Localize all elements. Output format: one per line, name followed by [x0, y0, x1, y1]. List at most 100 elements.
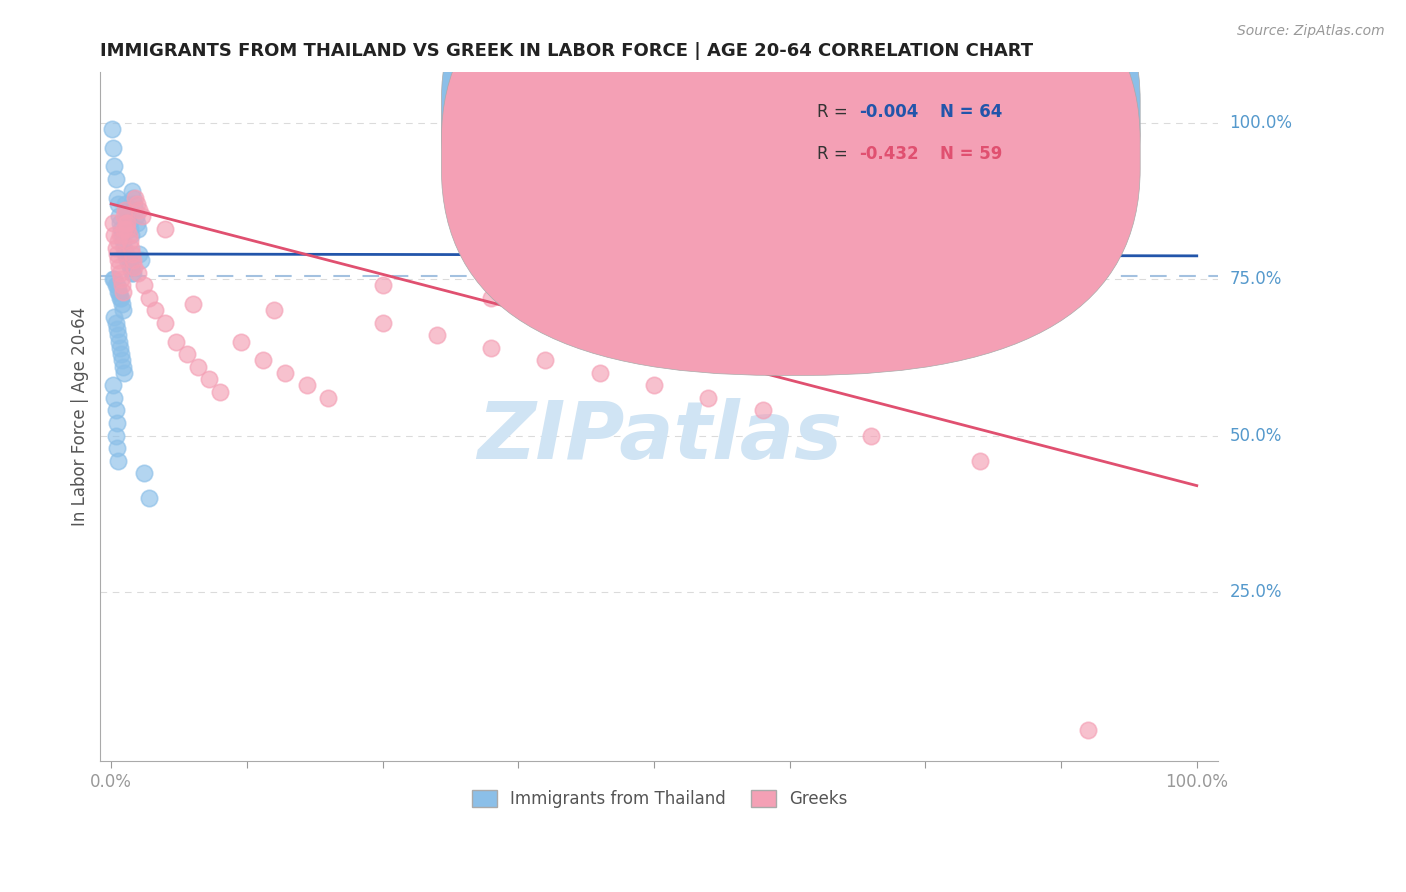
- Text: R =: R =: [817, 103, 853, 121]
- Point: [122, 266, 145, 280]
- Point: [103, 378, 125, 392]
- Point: [1077, 723, 1099, 737]
- Point: [643, 378, 665, 392]
- Point: [110, 272, 132, 286]
- Point: [231, 334, 253, 349]
- Point: [132, 466, 155, 480]
- Point: [263, 303, 285, 318]
- Point: [103, 272, 125, 286]
- Point: [103, 391, 125, 405]
- Point: [118, 222, 141, 236]
- Point: [107, 260, 129, 274]
- Point: [115, 203, 138, 218]
- Point: [371, 278, 394, 293]
- Text: R =: R =: [817, 145, 853, 162]
- Point: [138, 491, 160, 505]
- Point: [124, 203, 146, 218]
- Point: [112, 235, 135, 249]
- Point: [969, 453, 991, 467]
- Point: [103, 216, 125, 230]
- Text: 50.0%: 50.0%: [1230, 426, 1282, 444]
- Point: [143, 303, 166, 318]
- Point: [479, 341, 502, 355]
- Point: [128, 247, 150, 261]
- Point: [165, 334, 187, 349]
- Point: [103, 140, 125, 154]
- Point: [105, 322, 128, 336]
- Point: [138, 291, 160, 305]
- Point: [112, 303, 135, 318]
- Point: [295, 378, 318, 392]
- Point: [107, 197, 129, 211]
- Point: [111, 297, 134, 311]
- Text: -0.004: -0.004: [859, 103, 920, 121]
- Point: [117, 216, 139, 230]
- Point: [105, 441, 128, 455]
- Point: [176, 347, 198, 361]
- Point: [120, 241, 142, 255]
- Point: [120, 260, 142, 274]
- Point: [118, 260, 141, 274]
- Text: 25.0%: 25.0%: [1230, 583, 1282, 601]
- Point: [112, 285, 135, 299]
- Point: [127, 266, 149, 280]
- Point: [274, 366, 297, 380]
- Point: [108, 216, 131, 230]
- Point: [426, 328, 449, 343]
- Point: [131, 210, 153, 224]
- Point: [117, 210, 139, 224]
- Point: [108, 341, 131, 355]
- Point: [117, 253, 139, 268]
- Text: N = 64: N = 64: [941, 103, 1002, 121]
- Point: [107, 453, 129, 467]
- Point: [104, 172, 127, 186]
- Point: [115, 247, 138, 261]
- Text: ZIPatlas: ZIPatlas: [477, 399, 842, 476]
- Point: [110, 291, 132, 305]
- FancyBboxPatch shape: [441, 0, 1140, 376]
- Point: [114, 247, 136, 261]
- FancyBboxPatch shape: [761, 87, 1073, 183]
- Point: [108, 228, 131, 243]
- Point: [107, 285, 129, 299]
- Point: [252, 353, 274, 368]
- Point: [105, 278, 128, 293]
- Point: [110, 347, 132, 361]
- Point: [125, 210, 148, 224]
- Point: [103, 228, 125, 243]
- Point: [107, 210, 129, 224]
- Point: [318, 391, 340, 405]
- Point: [534, 353, 557, 368]
- Point: [111, 278, 134, 293]
- Point: [198, 372, 221, 386]
- Point: [103, 159, 125, 173]
- Point: [103, 272, 125, 286]
- Point: [103, 310, 125, 324]
- Point: [117, 228, 139, 243]
- Text: 75.0%: 75.0%: [1230, 270, 1282, 288]
- Point: [104, 278, 127, 293]
- Point: [117, 216, 139, 230]
- Point: [105, 416, 128, 430]
- Point: [114, 203, 136, 218]
- Point: [121, 247, 143, 261]
- Point: [128, 203, 150, 218]
- Point: [187, 359, 209, 374]
- Point: [122, 197, 145, 211]
- Point: [104, 241, 127, 255]
- Point: [127, 197, 149, 211]
- Point: [108, 291, 131, 305]
- Point: [117, 222, 139, 236]
- Point: [155, 222, 177, 236]
- Point: [112, 366, 135, 380]
- Text: N = 59: N = 59: [941, 145, 1002, 162]
- Point: [860, 428, 883, 442]
- Legend: Immigrants from Thailand, Greeks: Immigrants from Thailand, Greeks: [465, 783, 853, 814]
- Text: 100.0%: 100.0%: [1230, 113, 1292, 131]
- Point: [104, 428, 127, 442]
- Point: [107, 328, 129, 343]
- Point: [105, 247, 128, 261]
- Point: [132, 278, 155, 293]
- Point: [112, 222, 135, 236]
- Point: [117, 253, 139, 268]
